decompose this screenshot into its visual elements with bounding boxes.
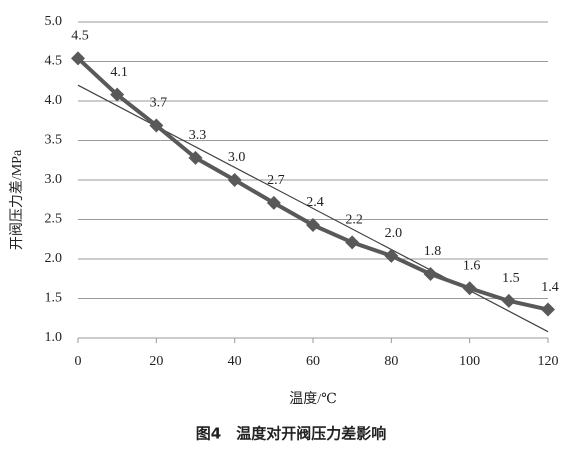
marker — [541, 302, 555, 317]
data-label: 2.7 — [267, 173, 285, 188]
x-tick-label: 80 — [384, 354, 398, 369]
y-tick-label: 3.0 — [45, 172, 63, 187]
marker — [227, 173, 242, 187]
y-tick-label: 1.0 — [45, 330, 63, 345]
y-tick-label: 5.0 — [45, 14, 63, 29]
y-tick-label: 1.5 — [45, 291, 63, 306]
data-label: 4.1 — [110, 65, 128, 80]
marker — [384, 248, 399, 263]
data-label: 2.0 — [385, 226, 403, 241]
caption: 图4 温度对开阀压力差影响 — [196, 425, 386, 443]
y-tick-label: 2.5 — [45, 212, 63, 227]
x-tick-label: 40 — [228, 354, 242, 369]
data-label: 4.5 — [71, 29, 89, 44]
data-label: 1.4 — [541, 280, 559, 295]
data-label: 1.6 — [463, 258, 481, 273]
marker — [345, 235, 360, 250]
x-tick-label: 120 — [538, 354, 559, 369]
marker — [110, 87, 125, 102]
data-label: 3.0 — [228, 150, 246, 165]
y-tick-label: 2.0 — [45, 251, 63, 266]
x-axis-label: 温度/℃ — [289, 391, 337, 407]
x-tick-label: 0 — [75, 354, 82, 369]
data-label: 2.2 — [345, 213, 363, 228]
marker — [71, 51, 85, 66]
x-tick-label: 20 — [149, 354, 163, 369]
data-label: 2.4 — [306, 195, 324, 210]
data-label: 1.5 — [502, 271, 520, 286]
marker — [188, 150, 203, 165]
y-tick-label: 4.0 — [45, 93, 63, 108]
y-tick-label: 3.5 — [45, 133, 63, 148]
marker — [266, 195, 281, 210]
y-tick-label: 4.5 — [45, 54, 63, 69]
data-label: 3.3 — [189, 128, 207, 143]
x-tick-label: 100 — [459, 354, 480, 369]
x-tick-label: 60 — [306, 354, 320, 369]
data-label: 3.7 — [150, 96, 168, 111]
marker — [423, 267, 438, 282]
data-label: 1.8 — [424, 244, 442, 259]
marker — [306, 218, 320, 233]
marker — [462, 281, 477, 296]
marker — [501, 293, 516, 308]
y-axis-label: 开阀压力差/MPa — [9, 149, 25, 250]
marker — [149, 118, 164, 133]
